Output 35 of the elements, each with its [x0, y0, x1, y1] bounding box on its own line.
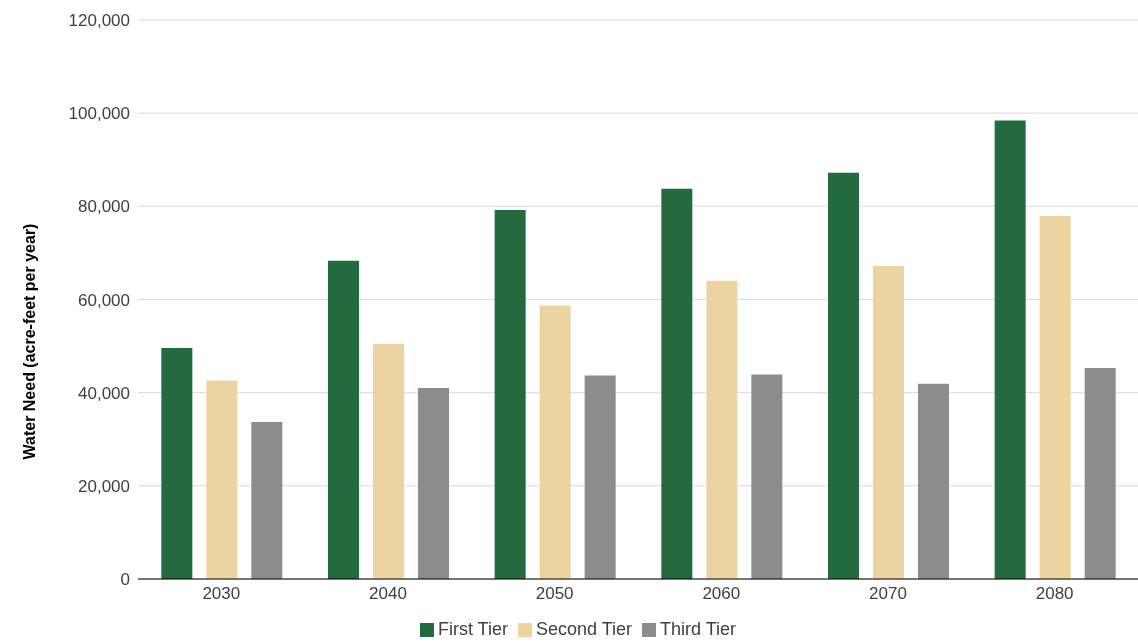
bar — [873, 265, 904, 579]
legend-label: Third Tier — [660, 619, 737, 639]
bar — [539, 305, 571, 579]
bar — [328, 260, 359, 579]
bar — [1039, 216, 1071, 579]
bar — [994, 120, 1026, 579]
bar — [251, 422, 283, 579]
x-tick-label: 2070 — [869, 584, 907, 604]
x-tick-label: 2050 — [535, 584, 574, 604]
legend-label: Second Tier — [535, 619, 633, 639]
x-tick-label: 2040 — [369, 584, 407, 604]
bar — [161, 347, 193, 579]
y-tick-label: 20,000 — [78, 476, 130, 496]
y-tick-label: 120,000 — [68, 11, 130, 31]
y-tick-label: 40,000 — [78, 383, 130, 403]
bar — [494, 210, 526, 579]
x-tick-label: 2080 — [1035, 584, 1074, 604]
bar — [706, 280, 738, 579]
legend-label: First Tier — [437, 619, 508, 639]
bar — [751, 374, 783, 579]
bar — [661, 188, 693, 579]
y-tick-label: 100,000 — [68, 104, 130, 124]
x-tick-label: 2030 — [202, 584, 241, 604]
bar — [418, 388, 449, 579]
y-tick-label: 80,000 — [78, 197, 130, 217]
bar — [373, 343, 404, 579]
bar — [584, 375, 616, 579]
y-axis-title: Water Need (acre-feet per year) — [20, 223, 38, 460]
bar — [918, 383, 949, 579]
bar — [828, 172, 859, 579]
x-tick-label: 2060 — [702, 584, 741, 604]
y-tick-label: 0 — [120, 570, 130, 590]
y-tick-label: 60,000 — [78, 290, 130, 310]
bar — [1084, 367, 1116, 579]
bar — [206, 380, 238, 579]
